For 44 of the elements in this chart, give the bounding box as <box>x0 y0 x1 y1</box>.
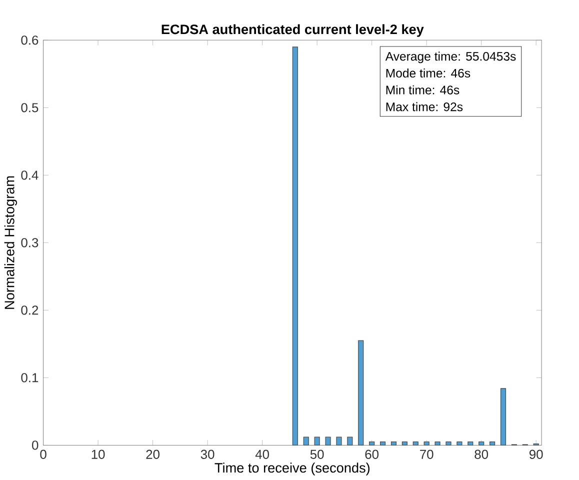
chart-title: ECDSA authenticated current level-2 key <box>162 24 424 38</box>
x-tick-label: 30 <box>200 450 214 460</box>
bar <box>303 436 309 446</box>
y-tick-label: 0.5 <box>21 103 38 112</box>
bar <box>434 442 440 446</box>
bar <box>500 388 506 446</box>
bar <box>325 436 331 446</box>
y-tick-label: 0 <box>32 440 38 450</box>
bar <box>412 442 418 446</box>
bar <box>390 442 397 446</box>
x-tick-label: 90 <box>530 450 543 460</box>
x-tick-label: 40 <box>255 450 270 460</box>
bar <box>468 442 474 446</box>
x-tick-label: 60 <box>365 450 379 460</box>
x-tick-label: 20 <box>146 450 160 460</box>
y-tick-label: 0.6 <box>21 36 38 45</box>
bar <box>369 442 375 446</box>
y-axis-title: Normalized Histogram <box>4 176 17 309</box>
bar <box>380 442 386 446</box>
annotation: Min time: 46s <box>386 86 460 95</box>
bar <box>424 442 430 446</box>
bar <box>336 436 342 446</box>
bar <box>314 436 320 446</box>
bar <box>402 442 408 446</box>
annotation: Average time: 55.0453s <box>385 52 516 64</box>
annotation: Max time: 92s <box>386 102 463 112</box>
bar <box>358 340 364 446</box>
bar <box>456 442 462 446</box>
x-tick-label: 0 <box>40 450 46 460</box>
x-tick-label: 10 <box>92 450 105 460</box>
x-tick-label: 50 <box>310 450 324 460</box>
bar <box>347 436 353 446</box>
bar <box>478 442 484 446</box>
y-tick-label: 0.4 <box>21 170 38 180</box>
bar <box>490 442 496 446</box>
y-tick-label: 0.1 <box>21 373 38 382</box>
x-tick-label: 70 <box>420 450 434 460</box>
annotation: Mode time: 46s <box>386 68 470 78</box>
y-tick-label: 0.3 <box>21 238 38 248</box>
bar <box>292 46 298 446</box>
bar <box>446 442 452 446</box>
x-axis-title: Time to receive (seconds) <box>214 462 370 476</box>
y-tick-label: 0.2 <box>21 306 38 315</box>
x-tick-label: 80 <box>474 450 488 460</box>
